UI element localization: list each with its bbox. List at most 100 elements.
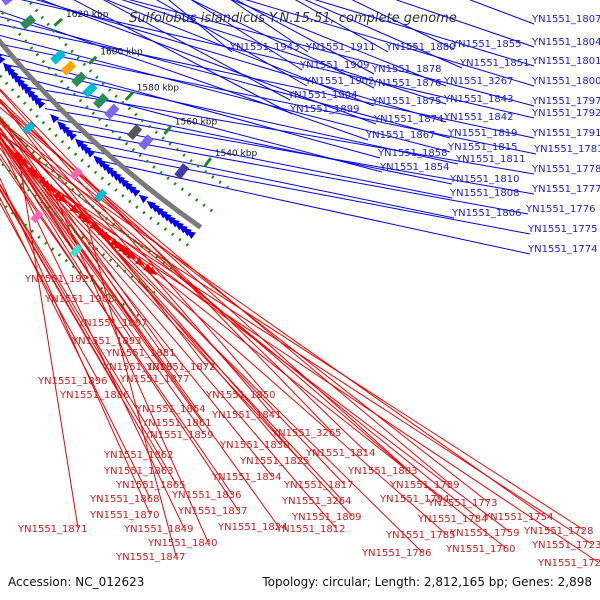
- forward-leader-line: [156, 0, 308, 87]
- forward-leader-line: [395, 0, 535, 48]
- reverse-gene-label: YN1551_3265: [271, 428, 342, 439]
- reverse-leader-line: [2, 141, 279, 527]
- forward-gene: [74, 138, 85, 148]
- reverse-leader-line: [0, 196, 151, 499]
- reverse-leader-line: [0, 122, 345, 485]
- forward-gene-label: YN1551_1911: [305, 42, 376, 53]
- reverse-gene-label: YN1551_1812: [275, 524, 346, 535]
- forward-gene-label: YN1551_1775: [527, 224, 598, 235]
- reverse-leader-line: [0, 183, 165, 455]
- reverse-leader-line: [0, 153, 239, 511]
- reverse-gene-label: YN1551_1847: [115, 552, 186, 563]
- reverse-leader-line: [0, 136, 273, 477]
- forward-leader-line: [190, 0, 303, 71]
- reverse-leader-line: [0, 187, 121, 395]
- reverse-leader-line: [77, 212, 423, 553]
- category-box: [82, 82, 98, 98]
- category-box: [71, 71, 87, 87]
- map-title: Sulfolobus islandicus Y.N.15.51, complet…: [129, 11, 457, 26]
- forward-leader-line: [44, 108, 535, 195]
- forward-gene-label: YN1551_1792: [531, 108, 600, 119]
- reverse-leader-line: [0, 132, 545, 517]
- forward-gene-label: YN1551_1943: [229, 42, 300, 53]
- reverse-gene-label: YN1551_1870: [89, 510, 160, 521]
- forward-gene-label: YN1551_1778: [531, 164, 600, 175]
- category-box: [69, 243, 83, 258]
- reverse-gene-label: YN1551_1785: [385, 530, 456, 541]
- genome-rings: [0, 0, 230, 318]
- forward-gene-label: YN1551_1808: [449, 188, 520, 199]
- category-box: [104, 103, 120, 120]
- forward-gene-label: YN1551_1842: [443, 112, 514, 123]
- reverse-leader-line: [0, 120, 441, 499]
- reverse-leader-line: [10, 149, 337, 529]
- reverse-gene-label: YN1551_1773: [427, 498, 498, 509]
- reverse-gene: [89, 221, 99, 231]
- reverse-gene-label: YN1551_1803: [347, 466, 418, 477]
- forward-gene-label: YN1551_1806: [451, 208, 522, 219]
- reverse-gene-label: YN1551_3264: [281, 496, 352, 507]
- category-box: [0, 0, 17, 6]
- reverse-gene-label: YN1551_1896: [37, 376, 108, 387]
- genome-backbone: [0, 37, 203, 230]
- reverse-leader-line: [43, 181, 585, 531]
- reverse-gene-label: YN1551_1849: [123, 524, 194, 535]
- kbp-tick-label: 1580 kbp: [137, 84, 180, 94]
- gene-features: [0, 0, 196, 276]
- reverse-leader-line: [0, 116, 167, 353]
- reverse-leader-line: [0, 147, 205, 435]
- forward-leader-line: [55, 118, 453, 199]
- reverse-leader-line: [0, 89, 267, 395]
- kbp-ticks: 1780 kbp1760 kbp1740 kbp1720 kbp1700 kbp…: [53, 10, 257, 168]
- forward-leader-line: [0, 53, 381, 159]
- forward-leader-line: [121, 0, 447, 105]
- forward-gene-label: YN1551_1810: [449, 174, 520, 185]
- forward-gene-label: YN1551_1867: [365, 130, 436, 141]
- category-box: [60, 60, 77, 76]
- gene-labels: YN1551_1943 YN1551_1911 YN1551_1880YN1551_…: [17, 14, 600, 569]
- forward-gene-label: YN1551_1791: [531, 128, 600, 139]
- reverse-gene-label: YN1551_1840: [147, 538, 218, 549]
- reverse-leader-line: [0, 88, 333, 433]
- reverse-gene-label: YN1551_1728: [523, 526, 594, 537]
- reverse-gene-label: YN1551_1881: [105, 348, 176, 359]
- forward-leader-line: [0, 43, 537, 155]
- forward-gene-label: YN1551_1876: [371, 78, 442, 89]
- forward-gene: [57, 121, 67, 131]
- reverse-gene-label: YN1551_1863: [103, 466, 174, 477]
- reverse-gene-label: YN1551_1817: [283, 480, 354, 491]
- forward-leader-line: [314, 0, 535, 67]
- reverse-gene: [122, 247, 132, 257]
- forward-leader-line: [245, 0, 535, 87]
- forward-gene-label: YN1551_1815: [447, 142, 518, 153]
- forward-gene-label: YN1551_1801: [531, 56, 600, 67]
- category-box: [174, 163, 190, 180]
- forward-leader-line: [14, 75, 383, 173]
- category-box: [93, 93, 109, 109]
- reverse-leader-line: [18, 157, 79, 529]
- forward-gene-label: YN1551_1858: [377, 148, 448, 159]
- category-box: [22, 121, 36, 135]
- forward-gene-label: YN1551_1819: [447, 128, 518, 139]
- reverse-gene-label: YN1551_1726: [537, 558, 600, 569]
- kbp-tick-mark: [124, 91, 134, 101]
- forward-gene: [146, 200, 157, 210]
- reverse-leader-line: [0, 142, 185, 529]
- forward-leader-line: [0, 16, 451, 139]
- reverse-gene-label: YN1551_1837: [177, 506, 248, 517]
- forward-gene-label: YN1551_1875: [371, 96, 442, 107]
- forward-leader-line: [98, 160, 531, 255]
- reverse-leader-line: [0, 177, 151, 515]
- reverse-leader-line: [0, 202, 99, 381]
- genome-summary: Topology: circular; Length: 2,812,165 bp…: [261, 575, 592, 589]
- reverse-gene-label: YN1551_1814: [305, 448, 376, 459]
- forward-gene-label: YN1551_1800: [531, 76, 600, 87]
- reverse-gene-label: YN1551_1784: [417, 514, 488, 525]
- reverse-gene-label: YN1551_1841: [211, 410, 282, 421]
- forward-gene-label: YN1551_1843: [443, 94, 514, 105]
- forward-gene-label: YN1551_1855: [451, 39, 522, 50]
- reverse-leader-line: [0, 126, 181, 379]
- forward-gene-label: YN1551_3267: [443, 76, 514, 87]
- forward-gene: [93, 155, 103, 165]
